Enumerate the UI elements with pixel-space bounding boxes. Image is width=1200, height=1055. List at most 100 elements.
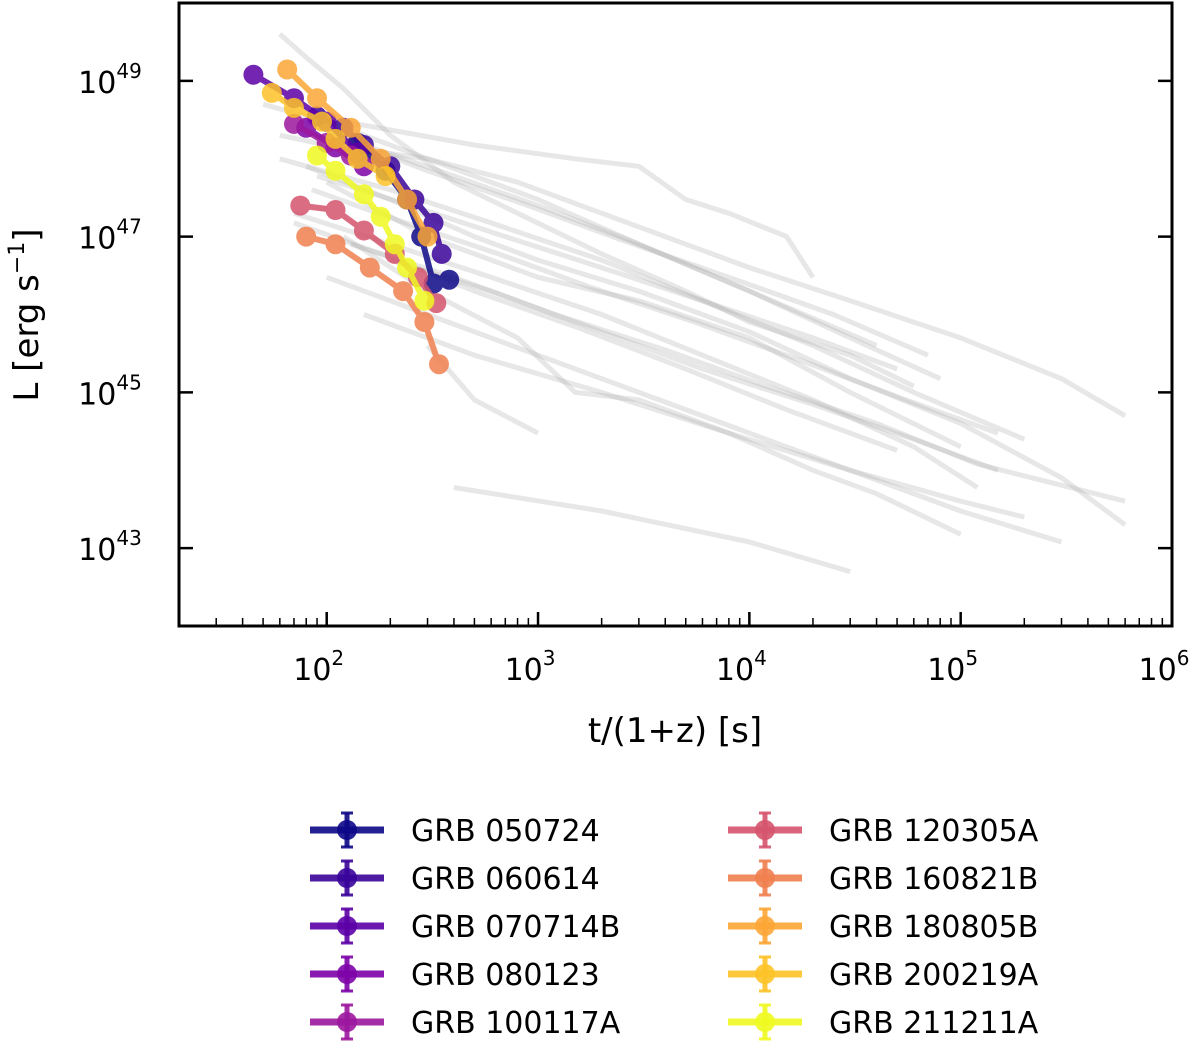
background-series-line-8 [342, 234, 962, 537]
series-point [429, 354, 449, 375]
legend-entry: GRB 120305A [728, 811, 1039, 849]
series-point [325, 160, 346, 181]
legend-entry: GRB 080123 [310, 955, 600, 993]
plot-frame [177, 1, 1174, 628]
y-tick-labels: 1043 1045 1047 1049 [78, 59, 142, 568]
axis-ticks [178, 79, 1174, 626]
series-point [296, 226, 317, 247]
background-series-line-7 [293, 210, 979, 490]
y-tick-label: 1043 [78, 526, 142, 568]
background-series-line-6 [453, 485, 851, 574]
series-point [414, 312, 435, 332]
legend-label: GRB 160821B [829, 862, 1038, 897]
series-point [277, 59, 298, 80]
y-axis-label-main: L [erg s [7, 274, 47, 401]
legend-entry: GRB 200219A [728, 955, 1039, 993]
series-point [397, 189, 418, 210]
series-point [325, 200, 346, 220]
series-point [414, 290, 435, 311]
background-series-line-5 [363, 312, 1063, 545]
highlighted-series-group [243, 59, 460, 375]
legend-entry: GRB 060614 [310, 859, 600, 897]
background-series-line-1 [342, 119, 816, 279]
legend-label: GRB 080123 [411, 958, 600, 993]
background-series-line-12 [389, 257, 999, 473]
legend-entry: GRB 211211A [728, 1003, 1039, 1041]
series-point [384, 234, 405, 255]
y-axis-label: L [erg s−1] [5, 228, 47, 401]
series-point [261, 82, 282, 103]
background-series-line-18 [350, 241, 1126, 504]
legend-marker [337, 1012, 357, 1032]
legend-label: GRB 060614 [411, 862, 600, 897]
legend-label: GRB 120305A [829, 814, 1039, 849]
series-point [312, 111, 332, 132]
legend-entry: GRB 070714B [310, 907, 620, 945]
legend: GRB 050724 GRB 060614 GRB 070714B GRB 08012… [310, 811, 1039, 1041]
x-tick-label: 103 [505, 646, 556, 688]
y-tick-label: 1049 [78, 59, 142, 101]
series-8 [261, 82, 396, 186]
series-point [370, 148, 391, 169]
legend-entry: GRB 160821B [728, 859, 1038, 897]
background-series-line-17 [293, 220, 898, 453]
series-point [284, 97, 304, 118]
series-point [397, 257, 418, 278]
series-point [307, 145, 327, 166]
series-point [439, 269, 460, 290]
series-6 [296, 226, 449, 375]
series-point [340, 117, 361, 138]
y-tick-label: 1045 [78, 370, 142, 412]
x-tick-label: 105 [927, 646, 978, 688]
y-axis-label-exponent: −1 [5, 242, 30, 274]
series-point [417, 226, 438, 247]
background-series-line-0 [278, 32, 915, 389]
series-point [284, 113, 304, 134]
series-point [307, 88, 327, 109]
series-point [325, 234, 346, 255]
legend-marker [755, 964, 775, 984]
series-7 [277, 59, 438, 247]
x-tick-labels: 102 103 104 105 106 [293, 646, 1189, 688]
series-point [325, 128, 346, 149]
series-point [353, 184, 374, 205]
legend-label: GRB 050724 [411, 814, 600, 849]
y-axis-label-close: ] [7, 228, 47, 241]
legend-label: GRB 180805B [829, 910, 1038, 945]
background-series-line-2 [279, 132, 1127, 418]
series-point [243, 64, 264, 85]
series-point [393, 281, 414, 302]
legend-label: GRB 100117A [411, 1006, 621, 1041]
legend-marker [337, 820, 357, 840]
x-tick-label: 106 [1139, 646, 1190, 688]
legend-marker [755, 1012, 775, 1032]
legend-marker [337, 964, 357, 984]
legend-marker [755, 868, 775, 888]
x-axis-label: t/(1+z) [s] [588, 711, 762, 751]
x-tick-label: 104 [716, 646, 767, 688]
series-point [290, 195, 311, 216]
series-point [375, 166, 396, 186]
series-point [370, 206, 391, 227]
legend-label: GRB 200219A [829, 958, 1039, 993]
legend-marker [337, 916, 357, 936]
series-point [347, 148, 368, 169]
background-series-line-16 [334, 132, 929, 358]
legend-entry: GRB 180805B [728, 907, 1038, 945]
legend-entry: GRB 050724 [310, 811, 600, 849]
x-tick-label: 102 [293, 646, 344, 688]
background-series-group [262, 32, 1127, 574]
series-point [359, 257, 380, 278]
series-point [431, 243, 452, 264]
legend-entry: GRB 100117A [310, 1003, 621, 1041]
legend-marker [755, 820, 775, 840]
background-series-line-13 [325, 274, 1025, 520]
series-point [353, 220, 374, 241]
series-9 [307, 145, 435, 311]
legend-marker [755, 916, 775, 936]
legend-label: GRB 211211A [829, 1006, 1039, 1041]
legend-label: GRB 070714B [411, 910, 620, 945]
legend-marker [337, 868, 357, 888]
y-tick-label: 1047 [78, 215, 142, 257]
